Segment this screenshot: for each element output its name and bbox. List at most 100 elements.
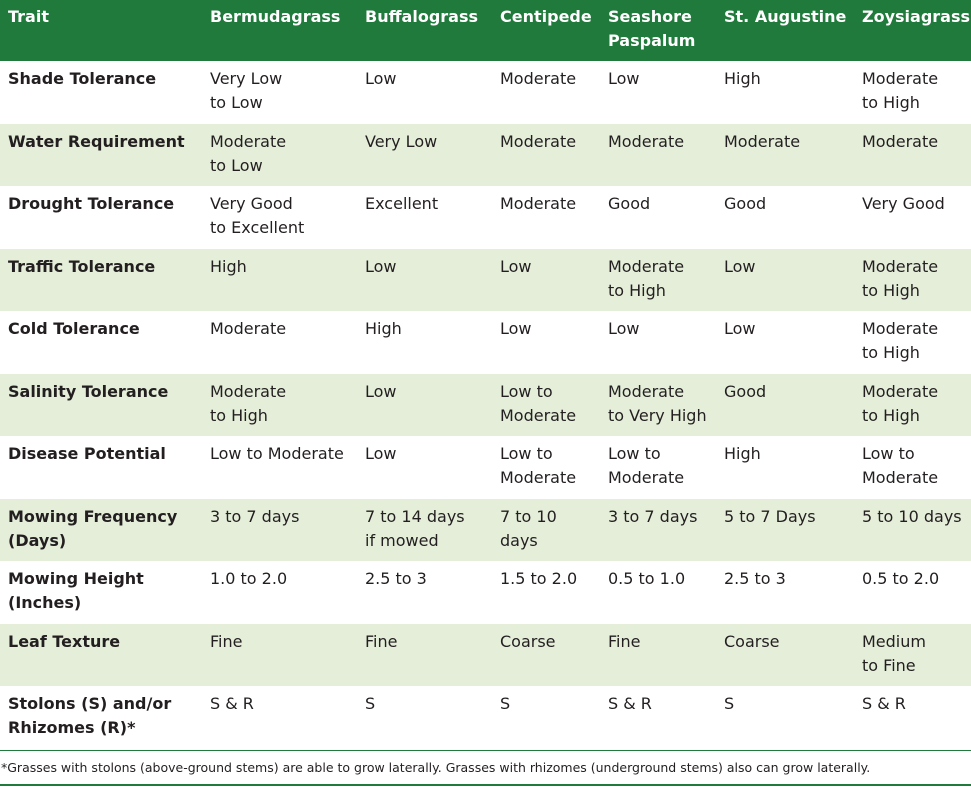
table-row: Leaf Texture Fine Fine Coarse Fine Coars… xyxy=(0,623,971,686)
table-cell: 2.5 to 3 xyxy=(724,569,786,588)
table-cell: Low xyxy=(608,319,640,338)
table-cell: Very Good to Excellent xyxy=(210,194,305,237)
table-cell: Coarse xyxy=(724,631,780,651)
header-row: Trait Bermudagrass Buffalograss Centiped… xyxy=(0,0,971,61)
table-cell: Moderate xyxy=(724,131,801,151)
header-trait: Trait xyxy=(8,7,49,26)
table-cell: Low xyxy=(365,444,397,463)
trait-label: Cold Tolerance xyxy=(8,319,140,338)
table-cell: Moderate to Very High xyxy=(608,381,707,425)
table-cell: High xyxy=(365,319,402,338)
table-cell: Moderate to High xyxy=(608,256,685,300)
table-cell: Good xyxy=(608,194,651,213)
table-row: Traffic Tolerance High Low Low Moderate … xyxy=(0,248,971,311)
header-bermudagrass: Bermudagrass xyxy=(210,7,341,26)
table-cell: Moderate to High xyxy=(862,69,939,112)
table-cell: 7 to 10 days xyxy=(500,506,557,550)
table-cell: Moderate xyxy=(210,319,287,338)
trait-label: Stolons (S) and/or Rhizomes (R)* xyxy=(8,694,172,737)
table-cell: Moderate xyxy=(500,131,577,151)
table-row: Salinity Tolerance Moderate to High Low … xyxy=(0,373,971,436)
table-cell: 5 to 7 Days xyxy=(724,506,816,526)
table-cell: 5 to 10 days xyxy=(862,506,962,526)
table-cell: 3 to 7 days xyxy=(608,506,698,526)
table-row: Disease Potential Low to Moderate Low Lo… xyxy=(0,436,971,499)
table-cell: Coarse xyxy=(500,631,556,651)
table-row: Cold Tolerance Moderate High Low Low Low… xyxy=(0,311,971,374)
table-cell: Low to Moderate xyxy=(608,444,685,487)
table-cell: Low xyxy=(724,256,756,276)
table-cell: Excellent xyxy=(365,194,439,213)
table-cell: Moderate xyxy=(500,69,577,88)
table-cell: 0.5 to 2.0 xyxy=(862,569,940,588)
header-centipede: Centipede xyxy=(500,7,592,26)
table-cell: Low xyxy=(608,69,640,88)
table-cell: S & R xyxy=(210,694,254,713)
table-cell: 1.5 to 2.0 xyxy=(500,569,578,588)
table-cell: 3 to 7 days xyxy=(210,506,300,526)
header-seashore-paspalum: Seashore Paspalum xyxy=(608,7,696,50)
table-cell: Good xyxy=(724,194,767,213)
table-cell: S xyxy=(500,694,511,713)
table-header: Trait Bermudagrass Buffalograss Centiped… xyxy=(0,0,971,61)
table-cell: Good xyxy=(724,381,767,401)
table-row: Mowing Height (Inches) 1.0 to 2.0 2.5 to… xyxy=(0,561,971,624)
trait-label: Water Requirement xyxy=(8,131,185,151)
table-cell: Low xyxy=(500,256,532,276)
table-row: Drought Tolerance Very Good to Excellent… xyxy=(0,186,971,249)
table-cell: Fine xyxy=(365,631,398,651)
table-cell: Low to Moderate xyxy=(210,444,344,463)
table-cell: Moderate to High xyxy=(862,319,939,362)
table-body: Shade Tolerance Very Low to Low Low Mode… xyxy=(0,61,971,749)
trait-label: Salinity Tolerance xyxy=(8,381,169,401)
table-cell: S & R xyxy=(862,694,906,713)
table-cell: Moderate to High xyxy=(862,256,939,300)
table-cell: Low xyxy=(365,381,397,401)
table-cell: S xyxy=(365,694,376,713)
table-cell: Medium to Fine xyxy=(862,631,926,675)
table-cell: Very Good xyxy=(862,194,945,213)
header-buffalograss: Buffalograss xyxy=(365,7,479,26)
table-cell: Moderate xyxy=(608,131,685,151)
table-cell: High xyxy=(724,444,761,463)
table-cell: Fine xyxy=(210,631,243,651)
table-cell: 1.0 to 2.0 xyxy=(210,569,288,588)
header-st-augustine: St. Augustine xyxy=(724,7,847,26)
trait-label: Drought Tolerance xyxy=(8,194,175,213)
table-cell: Very Low xyxy=(365,131,438,151)
table-cell: Low to Moderate xyxy=(500,444,577,487)
table-cell: Moderate to High xyxy=(210,381,287,425)
trait-label: Leaf Texture xyxy=(8,631,121,651)
trait-label: Mowing Height (Inches) xyxy=(8,569,144,612)
table-cell: Low xyxy=(365,69,397,88)
table-cell: Moderate xyxy=(862,131,939,151)
table-footnote: *Grasses with stolons (above-ground stem… xyxy=(0,749,971,786)
trait-label: Disease Potential xyxy=(8,444,166,463)
table-row: Mowing Frequency (Days) 3 to 7 days 7 to… xyxy=(0,498,971,561)
table-cell: 7 to 14 days if mowed xyxy=(365,506,465,550)
table-cell: Moderate to Low xyxy=(210,131,287,175)
table-cell: Low xyxy=(365,256,397,276)
header-zoysiagrass: Zoysiagrass xyxy=(862,7,971,26)
grass-comparison-table: Trait Bermudagrass Buffalograss Centiped… xyxy=(0,0,971,749)
table-cell: High xyxy=(724,69,761,88)
table-cell: Fine xyxy=(608,631,641,651)
trait-label: Shade Tolerance xyxy=(8,69,157,88)
table-cell: S & R xyxy=(608,694,652,713)
table-cell: Low xyxy=(724,319,756,338)
table-cell: Very Low to Low xyxy=(210,69,283,112)
table-cell: 2.5 to 3 xyxy=(365,569,427,588)
table-row: Water Requirement Moderate to Low Very L… xyxy=(0,123,971,186)
table-cell: Low to Moderate xyxy=(862,444,939,487)
table-cell: Moderate xyxy=(500,194,577,213)
table-cell: Moderate to High xyxy=(862,381,939,425)
table-cell: S xyxy=(724,694,735,713)
table-cell: 0.5 to 1.0 xyxy=(608,569,686,588)
trait-label: Traffic Tolerance xyxy=(8,256,156,276)
table-cell: High xyxy=(210,256,247,276)
table-row: Stolons (S) and/or Rhizomes (R)* S & R S… xyxy=(0,686,971,749)
table-cell: Low xyxy=(500,319,532,338)
trait-label: Mowing Frequency (Days) xyxy=(8,506,178,550)
table-row: Shade Tolerance Very Low to Low Low Mode… xyxy=(0,61,971,124)
